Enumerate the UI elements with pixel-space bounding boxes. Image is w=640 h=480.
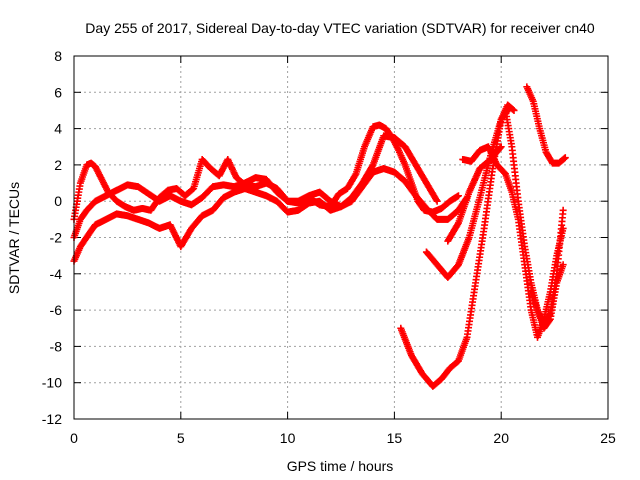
data-point (546, 311, 554, 319)
x-tick-label: 10 (280, 430, 296, 446)
axis-ticks (73, 55, 609, 420)
series-track-6 (444, 143, 505, 245)
data-point (351, 171, 359, 179)
plot-frame (73, 55, 609, 420)
data-point (454, 192, 462, 200)
x-axis-label: GPS time / hours (287, 458, 394, 474)
y-tick-label: 8 (54, 48, 62, 64)
y-tick-label: 2 (54, 157, 62, 173)
chart-title: Day 255 of 2017, Sidereal Day-to-day VTE… (85, 20, 595, 36)
y-tick-labels: -12 -10 -8 -6 -4 -2 0 2 4 6 8 (42, 48, 62, 427)
series-track-10 (527, 206, 567, 329)
data-point (561, 154, 569, 162)
data-point (510, 106, 518, 114)
x-tick-label: 0 (70, 430, 78, 446)
data-point (559, 261, 567, 269)
x-tick-label: 5 (177, 430, 185, 446)
y-tick-label: 6 (54, 84, 62, 100)
y-tick-label: -10 (42, 375, 62, 391)
data-points (70, 83, 569, 390)
y-tick-label: -4 (50, 266, 63, 282)
series-track-9 (523, 83, 569, 167)
y-tick-label: -8 (50, 338, 63, 354)
data-point (497, 143, 505, 151)
data-point (432, 196, 440, 204)
y-tick-label: -12 (42, 411, 62, 427)
x-tick-labels: 0 5 10 15 20 25 (70, 430, 616, 446)
y-tick-label: -6 (50, 302, 63, 318)
data-point (559, 206, 567, 214)
data-point (496, 144, 504, 152)
x-tick-label: 15 (387, 430, 403, 446)
x-tick-label: 25 (600, 430, 616, 446)
x-tick-label: 20 (493, 430, 509, 446)
y-tick-label: 0 (54, 193, 62, 209)
y-axis-label: SDTVAR / TECUs (6, 182, 22, 294)
data-point (433, 197, 441, 205)
y-tick-label: -2 (50, 230, 63, 246)
y-tick-label: 4 (54, 121, 62, 137)
